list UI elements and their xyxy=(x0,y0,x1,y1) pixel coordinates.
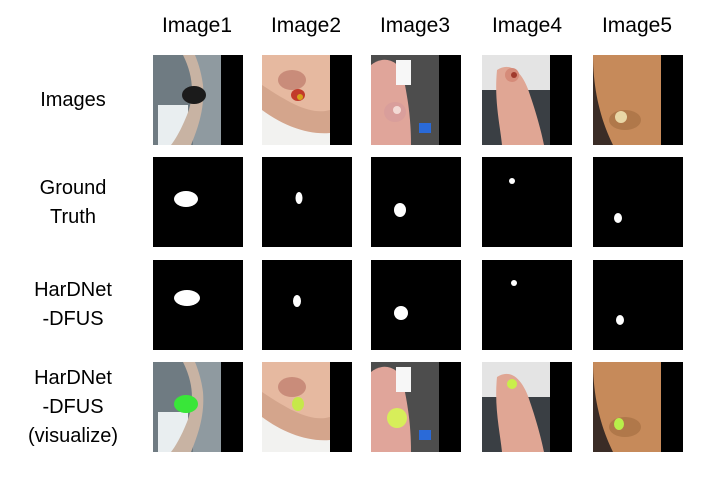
ground-truth-mask-image4 xyxy=(482,157,572,247)
overlay-photo-image2 xyxy=(262,362,352,452)
prediction-mask-image3 xyxy=(371,260,461,350)
prediction-mask-image1 xyxy=(153,260,243,350)
row-label-line: Images xyxy=(40,89,106,111)
prediction-mask-image2 xyxy=(262,260,352,350)
wound-photo-image2 xyxy=(262,55,352,145)
column-header-image1: Image1 xyxy=(161,14,233,37)
ground-truth-mask-image3 xyxy=(371,157,461,247)
column-header-image3: Image3 xyxy=(379,14,451,37)
wound-photo-image5 xyxy=(593,55,683,145)
wound-photo-image3 xyxy=(371,55,461,145)
prediction-mask-image5 xyxy=(593,260,683,350)
ground-truth-mask-image2 xyxy=(262,157,352,247)
row-label-line: -DFUS xyxy=(42,308,104,330)
row-label-hardnet-dfus: HarDNet -DFUS xyxy=(14,276,132,334)
overlay-photo-image1 xyxy=(153,362,243,452)
ground-truth-mask-image5 xyxy=(593,157,683,247)
column-header-image2: Image2 xyxy=(270,14,342,37)
wound-photo-image4 xyxy=(482,55,572,145)
row-label-line: HarDNet xyxy=(34,367,112,389)
prediction-mask-image4 xyxy=(482,260,572,350)
row-label-images: Images xyxy=(14,86,132,115)
row-label-line: Ground xyxy=(39,177,107,199)
row-label-line: HarDNet xyxy=(34,279,112,301)
row-label-line: (visualize) xyxy=(27,425,119,447)
column-header-image4: Image4 xyxy=(491,14,563,37)
overlay-photo-image5 xyxy=(593,362,683,452)
overlay-photo-image3 xyxy=(371,362,461,452)
row-label-ground-truth: Ground Truth xyxy=(14,174,132,232)
row-label-line: -DFUS xyxy=(42,396,104,418)
overlay-photo-image4 xyxy=(482,362,572,452)
ground-truth-mask-image1 xyxy=(153,157,243,247)
row-label-hardnet-dfus-visualize: HarDNet -DFUS (visualize) xyxy=(14,364,132,451)
wound-photo-image1 xyxy=(153,55,243,145)
row-label-line: Truth xyxy=(50,206,96,228)
column-header-image5: Image5 xyxy=(601,14,673,37)
